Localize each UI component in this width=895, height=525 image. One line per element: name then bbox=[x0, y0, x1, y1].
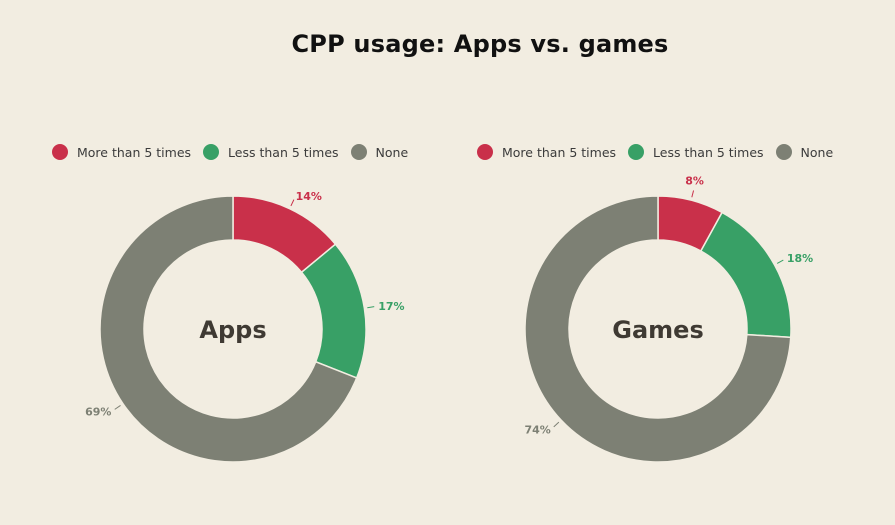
legend-item-less: Less than 5 times bbox=[203, 144, 339, 160]
leader-line-apps-more bbox=[290, 199, 295, 207]
legend-label-more: More than 5 times bbox=[77, 144, 192, 160]
leader-line-games-more bbox=[691, 190, 695, 198]
chart-title: CPP usage: Apps vs. games bbox=[291, 30, 669, 58]
pct-label-apps-more: 14% bbox=[296, 190, 322, 203]
donut-chart-apps: 14% 17% 69% Apps bbox=[85, 190, 405, 463]
legend-item-more: More than 5 times bbox=[477, 144, 616, 160]
legend-swatch-none bbox=[350, 144, 367, 160]
pct-label-apps-none: 69% bbox=[85, 406, 111, 419]
slice-games-less bbox=[699, 211, 792, 339]
legend-item-none: None bbox=[775, 144, 834, 160]
legend-swatch-more bbox=[52, 144, 68, 160]
leader-line-games-none bbox=[553, 421, 560, 428]
legend-games: More than 5 times Less than 5 times None bbox=[477, 144, 845, 160]
legend-item-less: Less than 5 times bbox=[628, 144, 764, 160]
legend-label-less: Less than 5 times bbox=[653, 144, 764, 160]
legend-swatch-less bbox=[203, 144, 220, 160]
center-label-games: Games bbox=[612, 316, 703, 344]
legend-label-none: None bbox=[375, 144, 409, 160]
pct-label-games-less: 18% bbox=[787, 252, 813, 265]
slice-games-none bbox=[524, 195, 792, 463]
leader-line-apps-none bbox=[114, 405, 121, 410]
legend-item-more: More than 5 times bbox=[52, 144, 191, 160]
legend-swatch-none bbox=[775, 144, 792, 160]
legend-swatch-more bbox=[477, 144, 493, 160]
legend-swatch-less bbox=[628, 144, 645, 160]
pct-label-apps-less: 17% bbox=[378, 300, 404, 313]
legend-label-less: Less than 5 times bbox=[228, 144, 339, 160]
legend-apps: More than 5 times Less than 5 times None bbox=[52, 144, 420, 160]
slice-apps-none bbox=[99, 195, 358, 463]
donut-chart-games: 8% 18% 74% Games bbox=[524, 175, 813, 463]
legend-item-none: None bbox=[350, 144, 409, 160]
leader-line-games-less bbox=[776, 259, 784, 264]
pct-label-games-more: 8% bbox=[685, 175, 704, 188]
slice-apps-less bbox=[300, 243, 367, 379]
leader-line-apps-less bbox=[367, 306, 375, 309]
legend-label-more: More than 5 times bbox=[502, 144, 617, 160]
center-label-apps: Apps bbox=[199, 316, 266, 344]
legend-label-none: None bbox=[800, 144, 834, 160]
pct-label-games-none: 74% bbox=[524, 424, 550, 437]
